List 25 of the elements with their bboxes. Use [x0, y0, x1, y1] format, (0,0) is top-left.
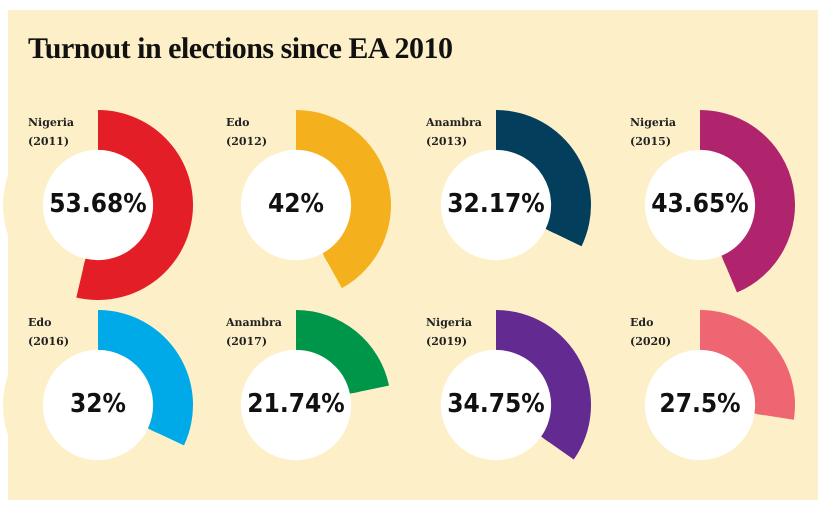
text: (2013)	[426, 135, 468, 148]
text: Nigeria	[630, 116, 676, 129]
text: Anambra	[226, 316, 282, 329]
data-label: 32%	[70, 388, 126, 419]
text: (2012)	[226, 135, 268, 148]
data-label: 21.74%	[247, 388, 345, 419]
text: Nigeria	[28, 116, 74, 129]
text: (2015)	[630, 135, 672, 148]
data-label: 43.65%	[651, 188, 749, 219]
text: (2020)	[630, 335, 672, 348]
text: Turnout in elections since EA 2010	[28, 32, 452, 66]
data-label: 32.17%	[447, 188, 545, 219]
text: Nigeria	[426, 316, 472, 329]
data-label: 34.75%	[447, 388, 545, 419]
text: (2016)	[28, 335, 70, 348]
text: (2011)	[28, 135, 70, 148]
text: (2017)	[226, 335, 268, 348]
data-label: 53.68%	[49, 188, 147, 219]
text: Edo	[630, 316, 654, 329]
text: Edo	[226, 116, 250, 129]
text: Edo	[28, 316, 52, 329]
text: (2019)	[426, 335, 468, 348]
data-label: 42%	[268, 188, 324, 219]
text: Anambra	[426, 116, 482, 129]
data-label: 27.5%	[659, 388, 741, 419]
